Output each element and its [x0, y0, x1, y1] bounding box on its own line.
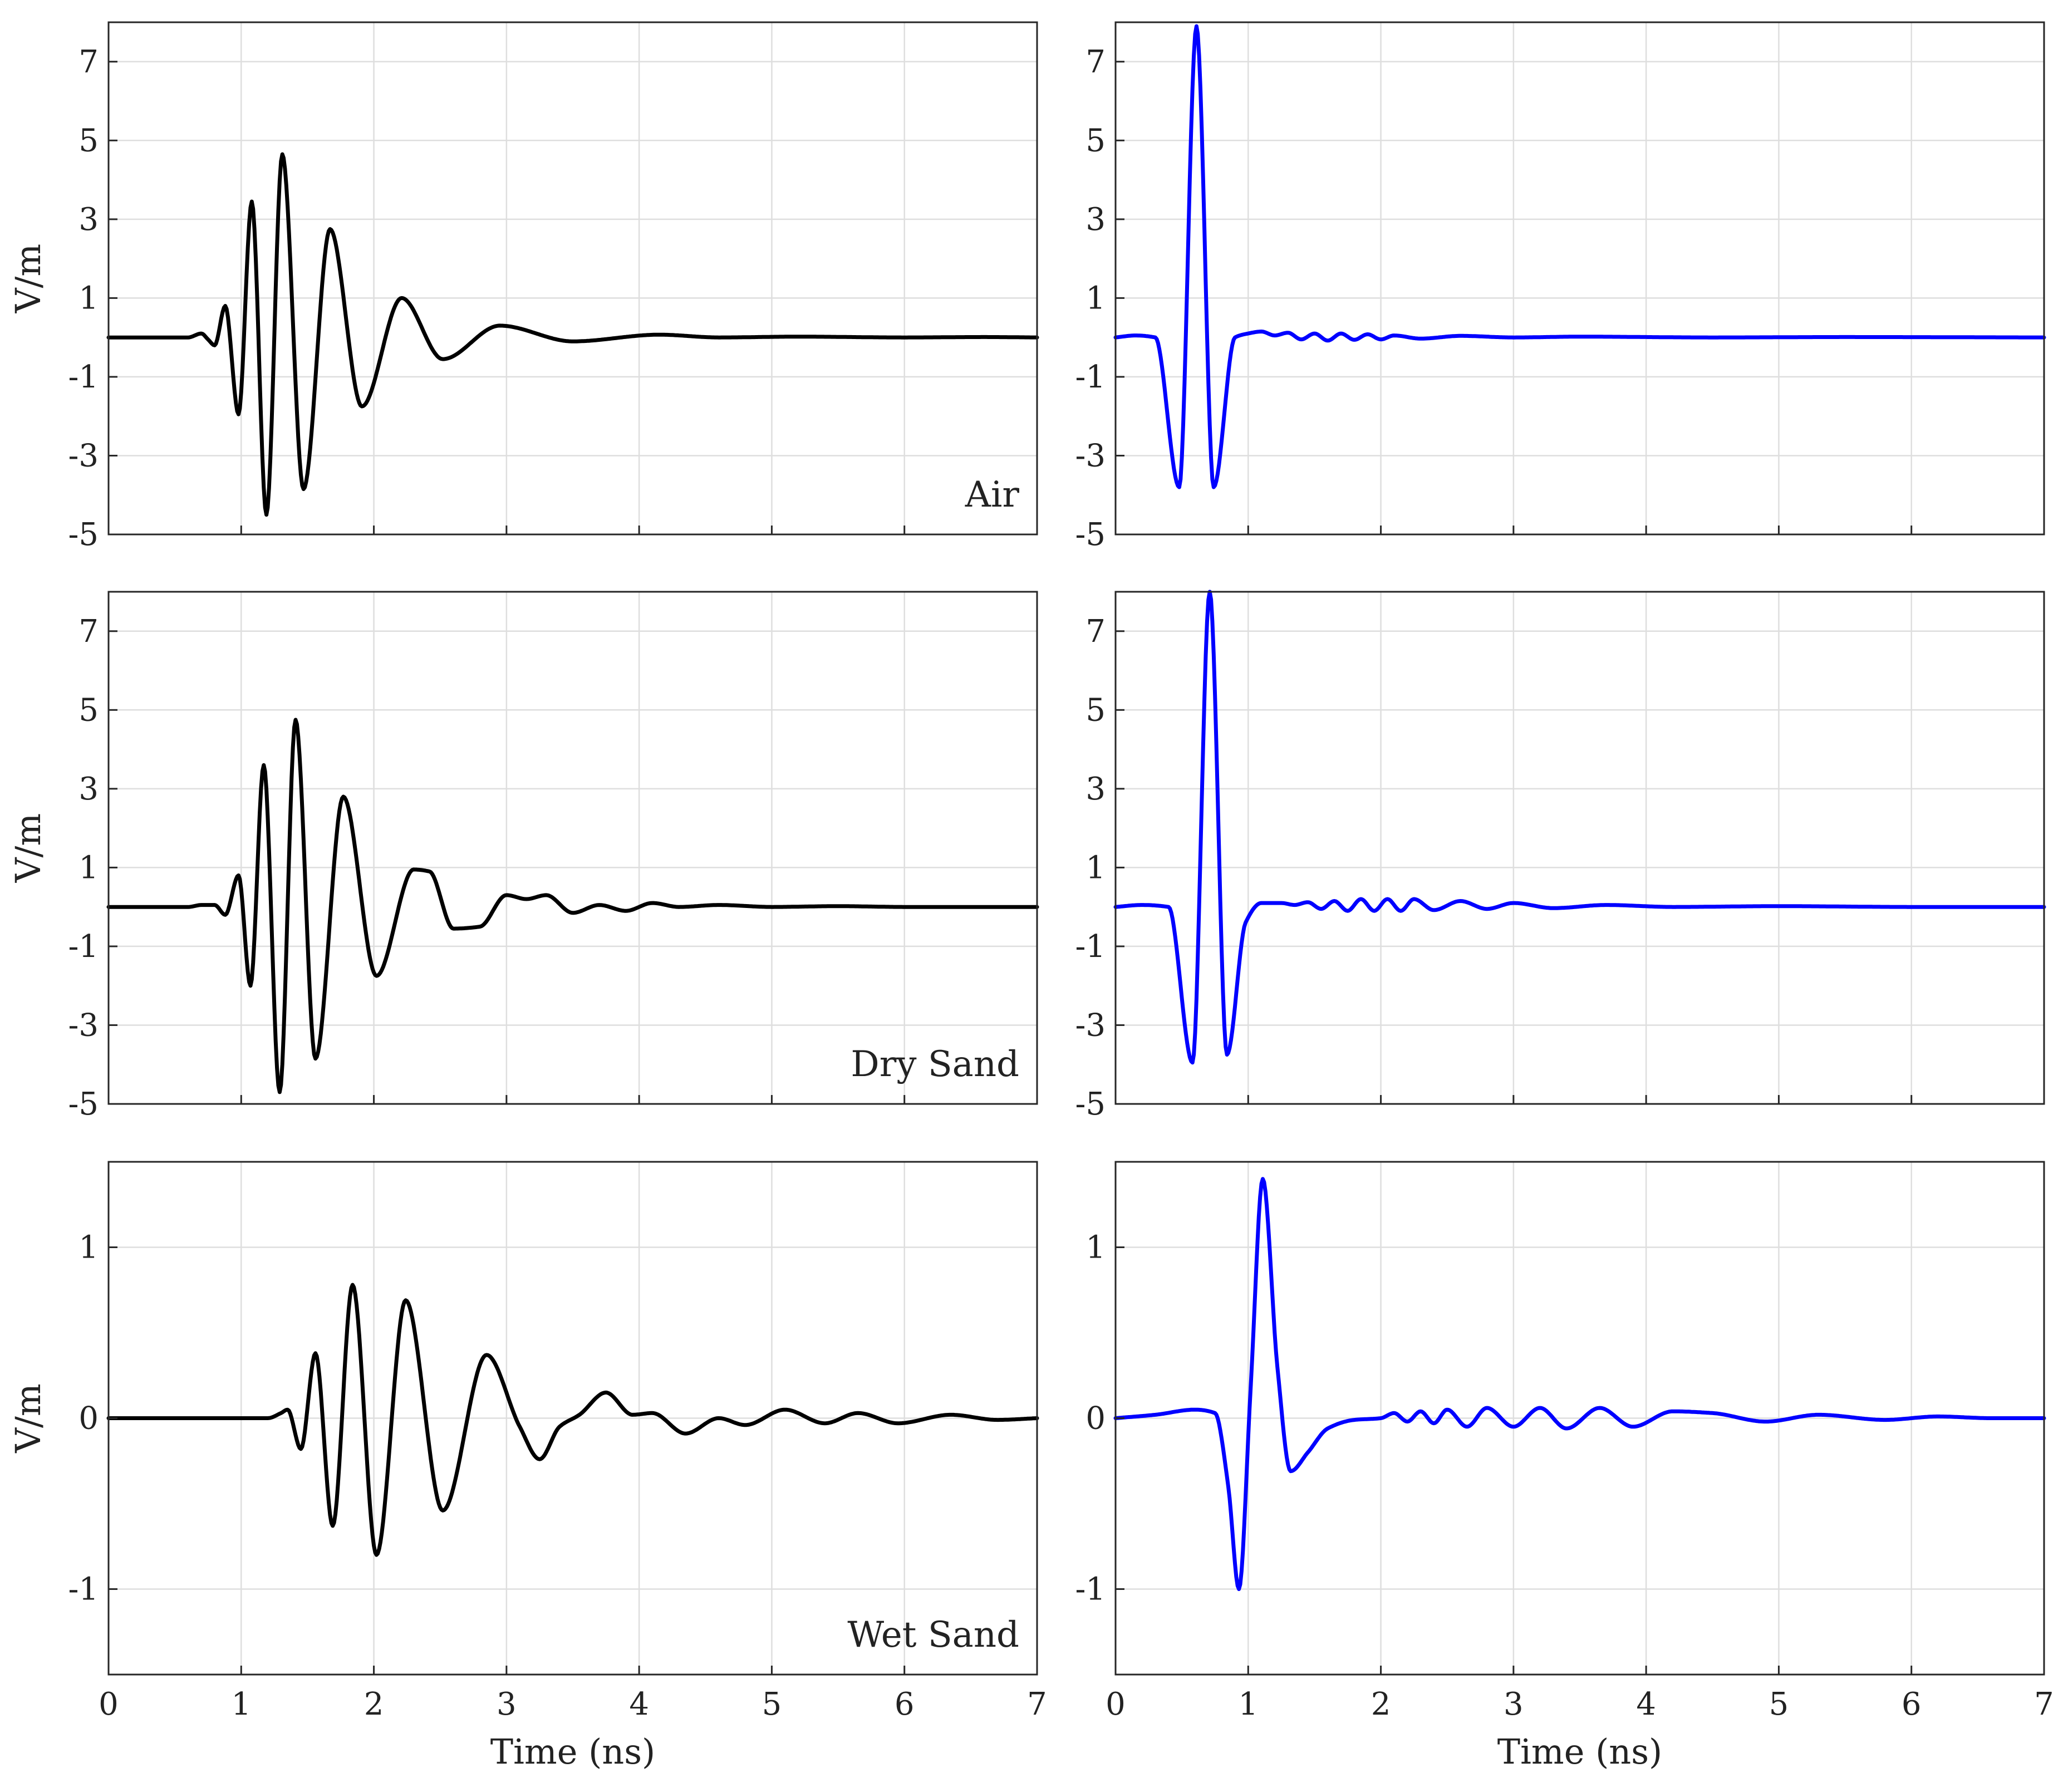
panel-4: 1 0 -1 0 1 2 3 4 5 6 7 Time (ns) V/m Wet Sand: [8, 1161, 1047, 1772]
x-axis-label: Time (ns): [1497, 1731, 1663, 1772]
series-line: [106, 1283, 1039, 1557]
y-tick-label: 5: [1085, 122, 1106, 159]
x-tick-label: 7: [1027, 1686, 1047, 1722]
x-tick-label: 3: [1504, 1686, 1524, 1722]
x-tick-label: 4: [1636, 1686, 1656, 1722]
x-tick-label: 7: [2034, 1686, 2054, 1722]
y-tick-label: -1: [1075, 359, 1106, 395]
y-axis-label: V/m: [8, 813, 48, 883]
y-tick-label: 0: [78, 1401, 99, 1437]
y-tick-label: 3: [1085, 202, 1106, 238]
x-tick-label: 3: [497, 1686, 517, 1722]
y-tick-label: 3: [1085, 771, 1106, 807]
x-axis-label: Time (ns): [490, 1731, 656, 1772]
series-line: [1113, 590, 2046, 1065]
panel-1: 7 5 3 1 -1 -3 -5: [1075, 21, 2046, 553]
x-tick-label: 6: [895, 1686, 915, 1722]
y-tick-label: -5: [1075, 517, 1106, 553]
panel-0: 7 5 3 1 -1 -3 -5 V/m Air: [8, 21, 1039, 553]
axes-frame: [107, 591, 1038, 1105]
series-line: [1113, 24, 2046, 489]
panel-label: Dry Sand: [851, 1044, 1019, 1085]
x-tick-label: 1: [231, 1686, 251, 1722]
y-tick-label: 7: [78, 613, 99, 650]
y-tick-label: -5: [1075, 1086, 1106, 1122]
y-tick-label: 1: [1085, 850, 1106, 886]
y-tick-label: 5: [78, 122, 99, 159]
y-tick-label: 7: [1085, 44, 1106, 80]
x-tick-label: 4: [629, 1686, 649, 1722]
y-tick-label: 5: [78, 692, 99, 728]
y-tick-label: 1: [78, 850, 99, 886]
y-tick-label: -1: [1075, 929, 1106, 965]
y-axis-label: V/m: [8, 244, 48, 313]
y-tick-label: 1: [78, 280, 99, 316]
y-tick-label: -3: [1075, 1007, 1106, 1043]
y-tick-label: 3: [78, 202, 99, 238]
series-line: [106, 718, 1039, 1094]
y-tick-label: 7: [78, 44, 99, 80]
panel-5: 1 0 -1 0 1 2 3 4 5 6 7 Time (ns): [1075, 1161, 2054, 1772]
x-tick-label: 5: [1769, 1686, 1789, 1722]
series-line: [1113, 1177, 2046, 1591]
axes-frame: [1114, 591, 2045, 1105]
y-tick-label: 3: [78, 771, 99, 807]
y-tick-label: -3: [68, 1007, 99, 1043]
y-tick-label: -1: [1075, 1572, 1106, 1608]
x-tick-label: 5: [762, 1686, 782, 1722]
x-tick-label: 0: [1106, 1686, 1126, 1722]
panel-2: 7 5 3 1 -1 -3 -5 V/m Dry Sand: [8, 591, 1039, 1122]
y-tick-label: 7: [1085, 613, 1106, 650]
y-tick-label: -3: [1075, 438, 1106, 474]
y-tick-label: 5: [1085, 692, 1106, 728]
y-tick-label: -1: [68, 359, 99, 395]
y-tick-label: -1: [68, 929, 99, 965]
x-tick-label: 2: [364, 1686, 384, 1722]
panel-label: Wet Sand: [847, 1614, 1019, 1656]
y-tick-label: -3: [68, 438, 99, 474]
y-tick-label: -5: [68, 1086, 99, 1122]
x-tick-label: 0: [99, 1686, 119, 1722]
series-line: [106, 152, 1039, 517]
y-tick-label: -5: [68, 517, 99, 553]
axes-frame: [1114, 21, 2045, 536]
panel-label: Air: [965, 474, 1020, 515]
x-tick-label: 2: [1371, 1686, 1391, 1722]
y-tick-label: 1: [78, 1230, 99, 1266]
panel-3: 7 5 3 1 -1 -3 -5: [1075, 590, 2046, 1122]
axes-frame: [107, 21, 1038, 536]
y-tick-label: 0: [1085, 1401, 1106, 1437]
y-tick-label: 1: [1085, 280, 1106, 316]
y-tick-label: 1: [1085, 1230, 1106, 1266]
x-tick-label: 1: [1238, 1686, 1258, 1722]
y-axis-label: V/m: [8, 1383, 48, 1453]
x-tick-label: 6: [1902, 1686, 1922, 1722]
y-tick-label: -1: [68, 1572, 99, 1608]
panels: 7 5 3 1 -1 -3 -5 V/m Air 7 5 3 1 -1 -3 -5 7 5 3 1 -1 -3 -5 V/m D…: [8, 21, 2054, 1772]
